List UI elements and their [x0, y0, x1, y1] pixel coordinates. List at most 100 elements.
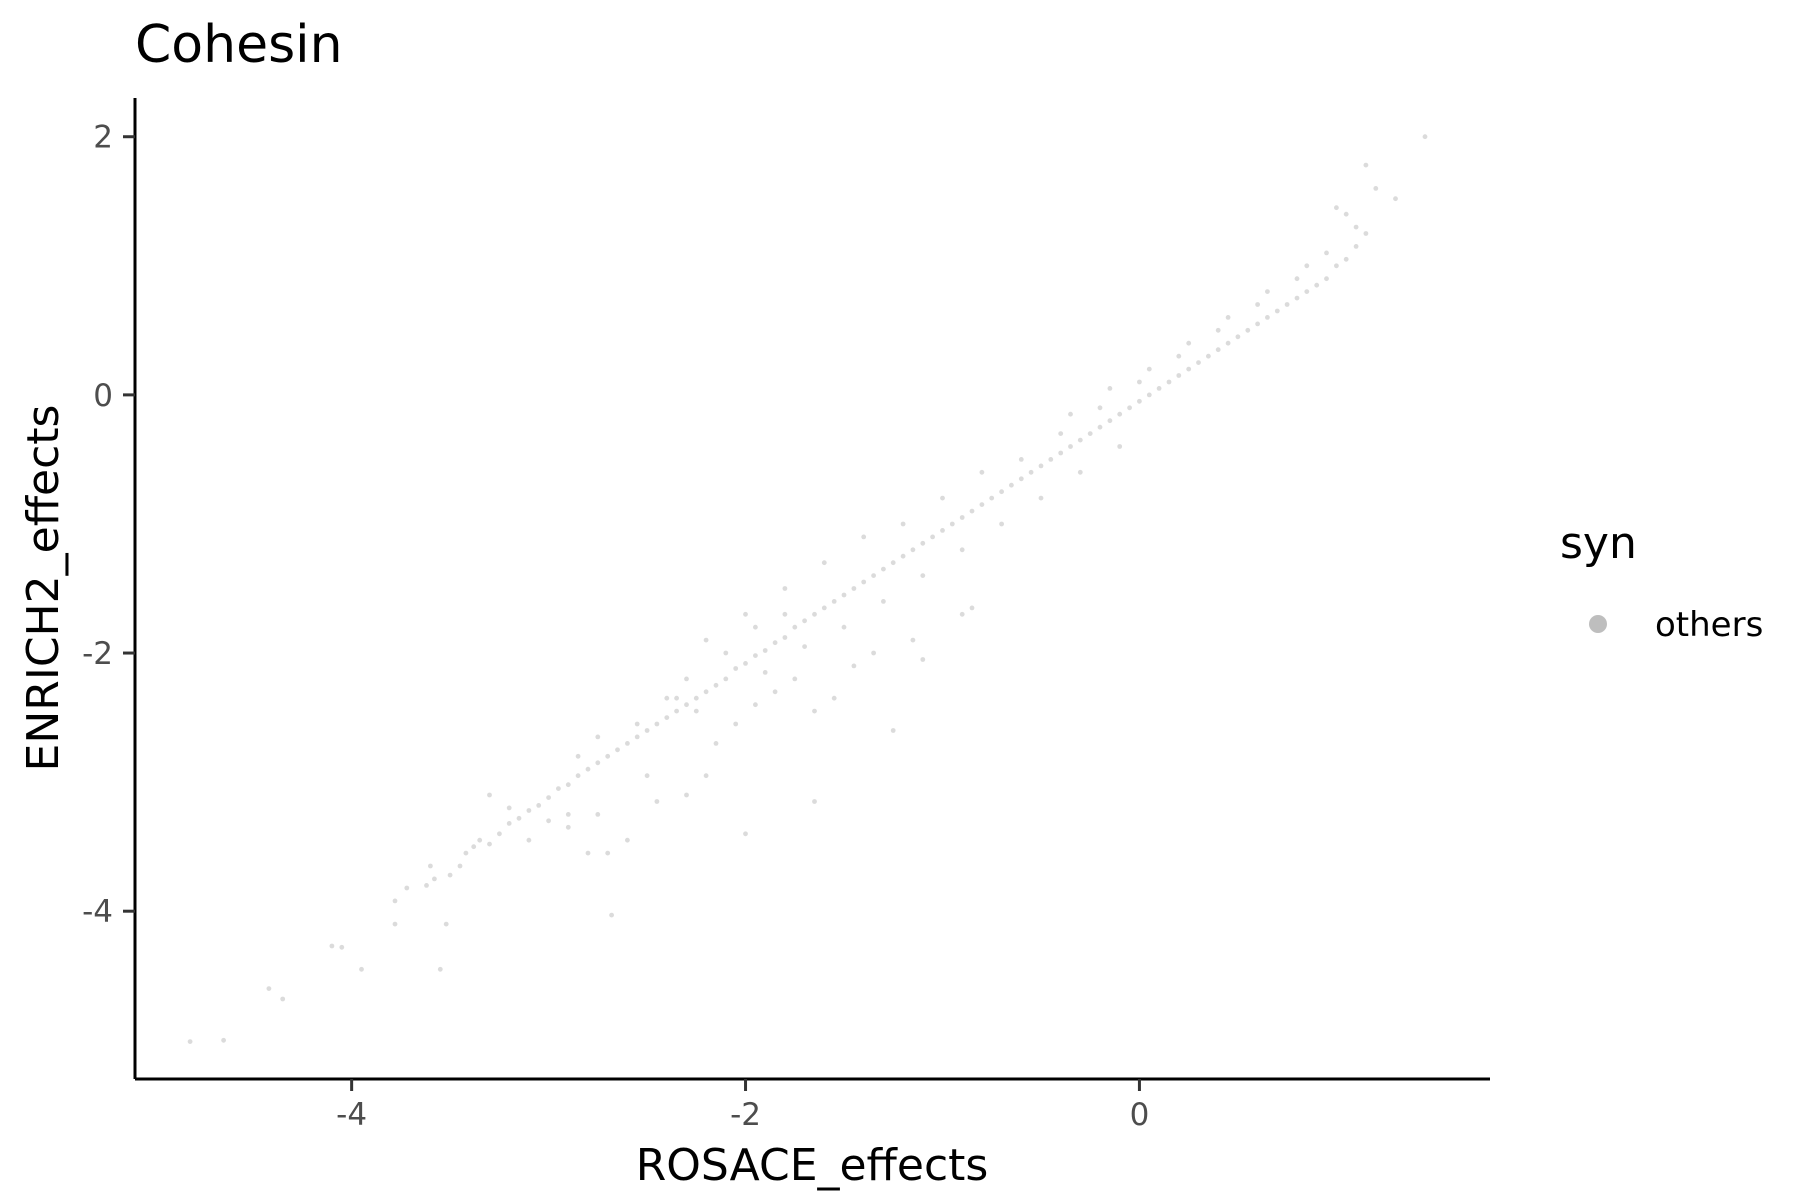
- points-layer: [187, 134, 1428, 1044]
- data-point: [266, 986, 272, 991]
- data-point: [443, 921, 449, 927]
- data-point: [546, 818, 551, 824]
- data-point: [1097, 405, 1103, 411]
- data-point: [1245, 327, 1251, 333]
- data-point: [1393, 196, 1398, 202]
- data-point: [1422, 134, 1428, 140]
- data-point: [1146, 366, 1152, 372]
- data-point: [782, 586, 788, 591]
- data-point: [900, 553, 906, 559]
- data-point: [1343, 211, 1349, 217]
- data-point: [1176, 353, 1182, 359]
- data-point: [1117, 411, 1123, 417]
- data-point: [920, 573, 926, 578]
- data-point: [575, 773, 581, 779]
- data-point: [812, 708, 817, 714]
- data-point: [772, 640, 778, 646]
- data-point: [1334, 205, 1339, 211]
- data-point: [782, 611, 788, 617]
- legend-label-others: others: [1655, 605, 1763, 645]
- data-point: [487, 841, 492, 847]
- data-point: [1294, 295, 1300, 301]
- data-point: [1137, 398, 1142, 404]
- data-point: [890, 560, 896, 566]
- data-point: [1324, 276, 1329, 282]
- data-point: [1009, 482, 1014, 488]
- data-point: [546, 795, 551, 800]
- data-point: [1215, 327, 1221, 333]
- data-point: [693, 695, 699, 701]
- data-point: [487, 792, 492, 798]
- data-point: [477, 837, 483, 843]
- data-point: [1077, 437, 1083, 443]
- data-point: [187, 1039, 193, 1044]
- chart-title: Cohesin: [135, 15, 343, 75]
- data-point: [654, 721, 660, 727]
- data-point: [851, 586, 857, 591]
- data-point: [940, 528, 945, 533]
- data-point: [959, 547, 965, 553]
- data-point: [841, 592, 847, 598]
- data-point: [1294, 276, 1300, 282]
- data-point: [516, 815, 522, 821]
- data-point: [605, 753, 611, 759]
- data-point: [703, 637, 709, 643]
- data-point: [432, 876, 437, 882]
- data-point: [556, 786, 561, 791]
- data-point: [802, 644, 807, 649]
- data-point: [1363, 162, 1369, 168]
- data-point: [1353, 244, 1359, 249]
- data-point: [1373, 186, 1379, 191]
- data-point: [1068, 411, 1073, 417]
- y-tick-label: -4: [82, 894, 113, 930]
- data-point: [1058, 431, 1064, 436]
- data-point: [359, 966, 364, 972]
- data-point: [471, 844, 477, 850]
- data-point: [1018, 476, 1024, 482]
- data-point: [447, 872, 453, 878]
- data-point: [920, 657, 926, 662]
- data-point: [1353, 224, 1359, 230]
- data-point: [1117, 444, 1123, 449]
- data-point: [713, 741, 719, 746]
- data-point: [1215, 347, 1221, 353]
- data-point: [1186, 340, 1192, 346]
- data-point: [1018, 457, 1024, 462]
- data-point: [1186, 366, 1192, 372]
- data-point: [743, 611, 748, 617]
- data-point: [1265, 289, 1270, 294]
- data-point: [743, 661, 748, 666]
- data-point: [1146, 392, 1152, 398]
- data-point: [969, 605, 975, 611]
- data-point: [674, 708, 679, 714]
- legend-title: syn: [1560, 518, 1637, 569]
- data-point: [723, 676, 729, 682]
- data-point: [1107, 386, 1113, 391]
- data-point: [802, 618, 807, 624]
- data-point: [595, 734, 601, 740]
- data-point: [693, 708, 699, 714]
- data-point: [585, 850, 591, 856]
- data-point: [1038, 463, 1044, 469]
- data-point: [609, 912, 614, 918]
- data-point: [1274, 308, 1280, 314]
- x-axis-title: ROSACE_effects: [636, 1140, 989, 1191]
- data-point: [920, 540, 926, 546]
- data-point: [713, 682, 719, 688]
- data-point: [841, 624, 847, 630]
- x-tick-label: -4: [336, 1097, 367, 1133]
- data-point: [1137, 379, 1142, 385]
- data-point: [949, 521, 955, 527]
- data-point: [565, 812, 571, 817]
- data-point: [1206, 353, 1211, 359]
- data-point: [753, 653, 758, 658]
- data-point: [625, 837, 630, 843]
- data-point: [526, 808, 532, 813]
- data-point: [979, 502, 985, 507]
- data-point: [703, 773, 709, 779]
- data-point: [890, 728, 896, 733]
- data-point: [821, 560, 827, 566]
- data-point: [1235, 334, 1241, 340]
- data-point: [1304, 263, 1310, 269]
- data-point: [1255, 302, 1260, 307]
